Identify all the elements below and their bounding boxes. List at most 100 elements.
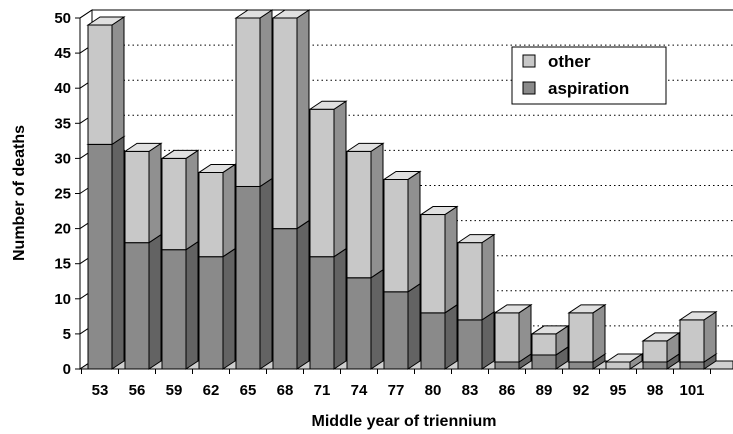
x-tick-label-77: 77 bbox=[388, 382, 405, 399]
x-tick-label-62: 62 bbox=[203, 382, 220, 399]
bar-front-74-other bbox=[346, 150, 372, 279]
bar-front-101-other bbox=[679, 319, 705, 363]
bar-86-other bbox=[493, 303, 533, 363]
bar-77-other bbox=[382, 170, 422, 293]
x-tick-label-74: 74 bbox=[351, 382, 368, 399]
bar-top-83-other bbox=[456, 234, 496, 244]
bar-side-71-aspiration bbox=[333, 247, 347, 370]
x-tick-label-86: 86 bbox=[499, 382, 516, 399]
bar-top-77-other bbox=[382, 170, 422, 180]
bar-side-56-other bbox=[148, 142, 162, 244]
bar-74-other bbox=[345, 142, 385, 279]
bar-side-68-other bbox=[296, 9, 310, 230]
bar-65-other bbox=[234, 9, 274, 188]
bar-front-89-other bbox=[531, 333, 557, 356]
x-tick-label-68: 68 bbox=[277, 382, 294, 399]
bar-top-71-other bbox=[308, 100, 348, 110]
legend-swatch-other bbox=[522, 54, 536, 68]
x-tick-label-89: 89 bbox=[536, 382, 553, 399]
bar-side-62-aspiration bbox=[222, 247, 236, 370]
bar-front-101-aspiration bbox=[679, 361, 705, 370]
bar-side-62-other bbox=[222, 163, 236, 258]
bar-92-other bbox=[567, 303, 607, 363]
x-axis-title: Middle year of triennium bbox=[312, 413, 497, 430]
bar-side-92-other bbox=[592, 303, 606, 363]
bar-front-95-other bbox=[605, 361, 631, 370]
bar-side-65-other bbox=[259, 9, 273, 188]
bar-front-71-aspiration bbox=[309, 256, 335, 370]
bar-side-53-aspiration bbox=[111, 135, 125, 370]
bar-front-77-other bbox=[383, 178, 409, 293]
bar-101-other bbox=[678, 310, 718, 363]
bar-top-86-other bbox=[493, 304, 533, 314]
bar-front-53-other bbox=[87, 24, 113, 145]
bar-side-68-aspiration bbox=[296, 219, 310, 370]
bar-side-74-other bbox=[370, 142, 384, 279]
x-tick-label-98: 98 bbox=[647, 382, 664, 399]
bars bbox=[86, 9, 718, 370]
x-tick-label-101: 101 bbox=[679, 382, 704, 399]
y-tick-label-20: 20 bbox=[54, 221, 71, 238]
bar-53-aspiration bbox=[86, 135, 126, 370]
bar-front-98-aspiration bbox=[642, 361, 668, 370]
bar-top-101-other bbox=[678, 311, 718, 321]
bar-98-other bbox=[641, 331, 681, 363]
bar-front-59-aspiration bbox=[161, 249, 187, 370]
bar-77-aspiration bbox=[382, 282, 422, 370]
bar-top-92-other bbox=[567, 304, 607, 314]
bar-83-other bbox=[456, 233, 496, 321]
bar-side-83-aspiration bbox=[481, 310, 495, 370]
y-tick-label-10: 10 bbox=[54, 291, 71, 308]
bar-95-other bbox=[604, 353, 644, 370]
bar-top-65-other bbox=[234, 9, 274, 19]
bar-front-68-aspiration bbox=[272, 228, 298, 370]
bar-top-62-other bbox=[197, 163, 237, 173]
bar-top-95-other bbox=[604, 353, 644, 363]
bar-side-80-aspiration bbox=[444, 303, 458, 370]
bar-front-71-other bbox=[309, 108, 335, 258]
bar-side-56-aspiration bbox=[148, 233, 162, 370]
bar-65-aspiration bbox=[234, 177, 274, 370]
bar-top-59-other bbox=[160, 149, 200, 159]
bar-side-83-other bbox=[481, 233, 495, 321]
y-axis-title: Number of deaths bbox=[11, 125, 28, 261]
bar-68-aspiration bbox=[271, 219, 311, 370]
bar-56-other bbox=[123, 142, 163, 244]
bar-83-aspiration bbox=[456, 310, 496, 370]
bar-side-71-other bbox=[333, 100, 347, 258]
bar-front-83-other bbox=[457, 242, 483, 321]
bar-top-53-other bbox=[86, 16, 126, 26]
bar-front-62-other bbox=[198, 171, 224, 258]
x-tick-label-53: 53 bbox=[92, 382, 109, 399]
x-tick-label-59: 59 bbox=[166, 382, 183, 399]
y-axis: 0 5 10 15 20 25 30 35 40 45 50 bbox=[54, 10, 81, 378]
bar-front-92-other bbox=[568, 312, 594, 363]
y-tick-label-15: 15 bbox=[54, 256, 71, 273]
bar-side-101-other bbox=[703, 310, 717, 363]
bar-71-other bbox=[308, 100, 348, 258]
x-tick-label-65: 65 bbox=[240, 382, 257, 399]
bar-front-83-aspiration bbox=[457, 319, 483, 370]
grid-side-50 bbox=[79, 9, 93, 19]
bar-68-other bbox=[271, 9, 311, 230]
bar-front-92-aspiration bbox=[568, 361, 594, 370]
bar-side-80-other bbox=[444, 205, 458, 314]
bar-80-aspiration bbox=[419, 303, 459, 370]
bar-side-77-aspiration bbox=[407, 282, 421, 370]
bar-side-77-other bbox=[407, 170, 421, 293]
bar-front-65-aspiration bbox=[235, 185, 261, 370]
y-tick-label-50: 50 bbox=[54, 10, 71, 27]
bar-56-aspiration bbox=[123, 233, 163, 370]
bar-top-80-other bbox=[419, 206, 459, 216]
x-tick-label-92: 92 bbox=[573, 382, 590, 399]
bar-top-89-other bbox=[530, 325, 570, 335]
x-tick-label-56: 56 bbox=[129, 382, 146, 399]
bar-front-80-other bbox=[420, 214, 446, 314]
bar-front-89-aspiration bbox=[531, 354, 557, 370]
bar-top-68-other bbox=[271, 9, 311, 19]
bar-front-80-aspiration bbox=[420, 312, 446, 370]
bar-side-59-other bbox=[185, 149, 199, 251]
y-tick-label-35: 35 bbox=[54, 115, 71, 132]
bar-front-86-other bbox=[494, 312, 520, 363]
